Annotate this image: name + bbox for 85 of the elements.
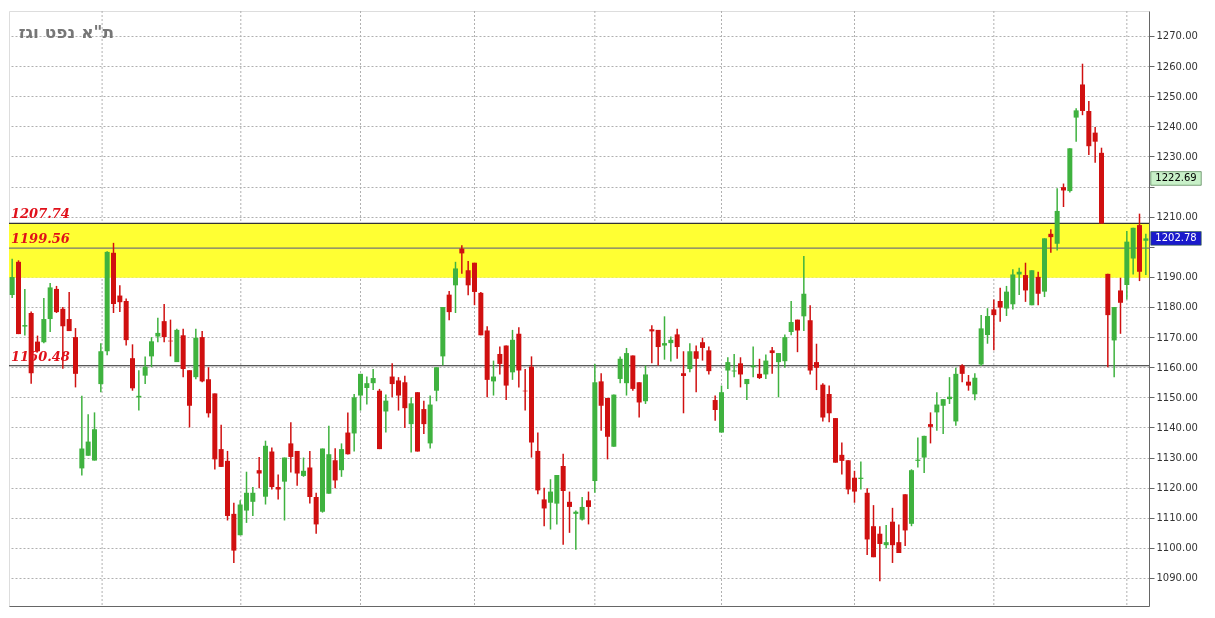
candlestick [1035,271,1041,306]
candlestick [567,490,572,534]
y-tick-label: 1110.00 [1156,512,1198,524]
candlestick [750,345,756,378]
candlestick [332,447,338,490]
y-tick-label: 1180.00 [1156,301,1198,313]
candlestick [706,345,712,376]
candlestick [383,393,389,434]
y-tick-label: 1260.00 [1156,60,1198,72]
candlestick [79,395,85,477]
candlestick [826,384,832,424]
candlestick [142,355,148,385]
y-tick-label: 1170.00 [1156,331,1198,343]
candlestick [769,346,775,375]
y-tick-label: 1140.00 [1156,421,1198,433]
candlestick [256,456,262,490]
y-tick-label: 1270.00 [1156,30,1198,42]
candlestick [541,486,547,527]
candlestick [1073,107,1079,143]
y-tick-label: 1120.00 [1156,482,1198,494]
candlestick [997,286,1003,323]
candlestick [9,258,15,299]
candlestick [700,336,705,362]
candlestick [370,368,376,391]
candlestick [655,329,661,367]
candlestick [991,298,997,352]
ref-line-label: 1199.56 [11,231,70,247]
candlestick [149,336,154,368]
candlestick [161,303,167,343]
candlestick [934,391,940,432]
candlestick [725,356,731,390]
y-tick-label: 1160.00 [1156,361,1198,373]
candlestick [586,490,591,526]
candlestick [1143,233,1149,276]
candlestick [801,255,807,332]
candlestick [763,353,769,380]
candlestick [649,324,655,365]
candlestick [294,450,300,487]
ref-line-label: 1207.74 [11,206,70,222]
candlestick [408,396,414,454]
candlestick [155,317,161,343]
candlestick [959,363,965,384]
candlestick [972,372,978,402]
candlestick [301,456,306,478]
y-tick-label: 1150.00 [1156,391,1198,403]
candlestick [883,524,889,550]
candlestick [788,300,794,337]
candlestick [928,411,933,445]
text: 1222.69 [1155,172,1197,184]
y-tick-label: 1130.00 [1156,452,1198,464]
candlestick [693,344,699,393]
candlestick [345,411,351,456]
y-tick-label: 1190.00 [1156,271,1198,283]
candlestick [674,327,680,360]
candlestick [41,297,47,344]
candlestick [288,421,294,474]
candlestick [434,366,439,402]
candlestick [1092,126,1098,164]
candlestick [940,398,946,435]
y-tick-label: 1090.00 [1156,572,1198,584]
candlestick [738,356,743,389]
text: 1202.78 [1155,232,1197,244]
candlestick [1118,277,1123,335]
candlestick [573,509,579,551]
candlestick [339,442,344,478]
candlestick [22,288,28,337]
candlestick [497,345,503,376]
y-tick-label: 1100.00 [1156,542,1198,554]
candlestick [453,261,458,314]
candlestick [636,381,642,419]
candlestick [712,394,718,422]
y-tick-label: 1210.00 [1156,211,1198,223]
candlestick [921,435,927,474]
text: ת"א נפט וגז [18,22,114,42]
y-tick-label: 1240.00 [1156,120,1198,132]
candlestick [1023,261,1028,303]
candlestick [66,291,72,332]
candlestick [757,358,762,380]
candlestick [446,290,452,321]
candlestick [662,315,667,361]
candlestick [681,350,686,415]
y-tick-label: 1250.00 [1156,90,1198,102]
candlestick [687,342,693,374]
candlestick [795,318,800,353]
y-tick-label: 1230.00 [1156,150,1198,162]
